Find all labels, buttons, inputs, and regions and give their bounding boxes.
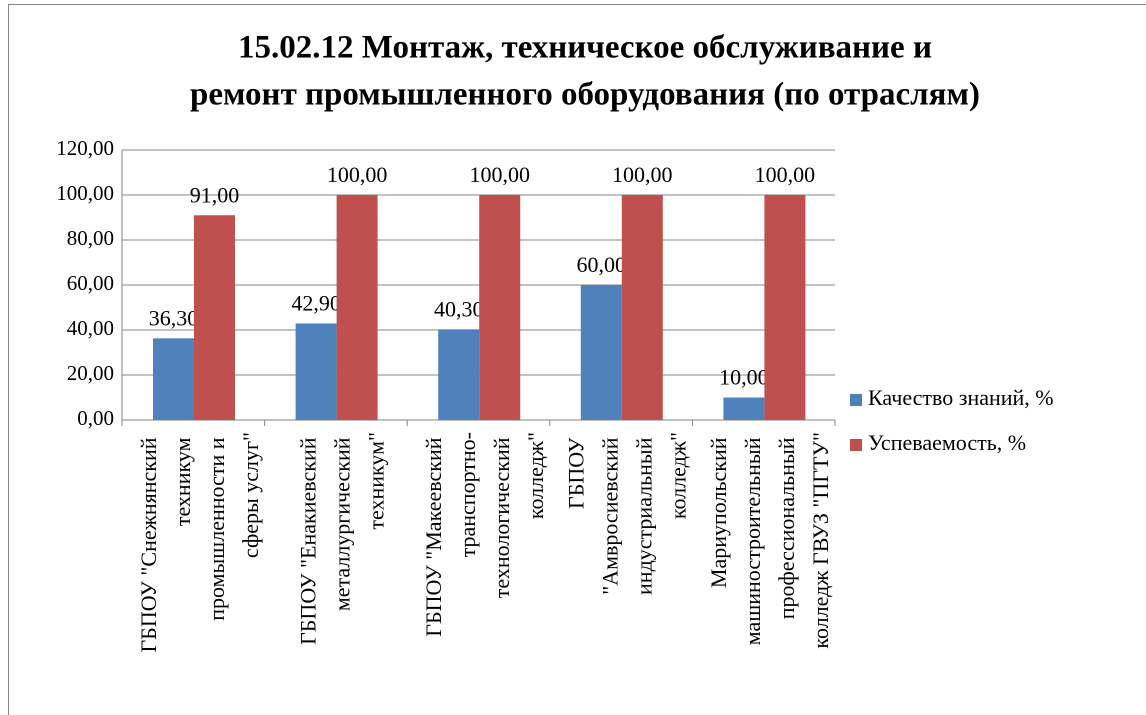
data-label: 100,00 — [327, 162, 388, 187]
data-label: 40,30 — [434, 296, 484, 321]
bar — [580, 285, 622, 420]
legend-label: Успеваемость, % — [868, 430, 1026, 455]
data-label: 100,00 — [469, 162, 530, 187]
data-label: 10,00 — [719, 365, 769, 390]
bar — [479, 195, 521, 420]
x-tick-label: ГБПОУ "Амвросиевский индустриальный колл… — [564, 432, 691, 595]
y-tick-label: 60,00 — [67, 271, 114, 295]
legend-label: Качество знаний, % — [868, 385, 1054, 410]
chart-border — [8, 4, 1146, 715]
legend-swatch — [850, 439, 862, 451]
data-label: 36,30 — [149, 305, 199, 330]
chart-title: 15.02.12 Монтаж, техническое обслуживани… — [238, 30, 932, 66]
data-label: 60,00 — [577, 252, 627, 277]
data-label: 100,00 — [755, 162, 816, 187]
data-label: 91,00 — [190, 182, 240, 207]
bar — [153, 338, 194, 420]
bar — [295, 323, 337, 420]
y-tick-label: 20,00 — [67, 361, 114, 385]
legend-swatch — [850, 394, 862, 406]
x-tick-label: ГБПОУ "Макеевский транспортно-технологич… — [421, 432, 548, 637]
y-tick-label: 0,00 — [77, 406, 114, 430]
y-tick-label: 100,00 — [56, 181, 114, 205]
bar — [764, 195, 806, 420]
chart-title: ремонт промышленного оборудования (по от… — [190, 77, 980, 113]
bar — [194, 215, 235, 420]
x-tick-label: ГБПОУ "Снежнянский техникум промышленнос… — [136, 432, 263, 653]
data-label: 100,00 — [612, 162, 673, 187]
bar — [621, 195, 663, 420]
x-tick-label: ГБПОУ "Енакиевский металлургический техн… — [295, 432, 388, 645]
bar — [723, 397, 765, 420]
y-tick-label: 40,00 — [67, 316, 114, 340]
bar — [438, 329, 480, 420]
data-label: 42,90 — [291, 291, 341, 316]
y-tick-label: 80,00 — [67, 226, 114, 250]
y-tick-label: 120,00 — [56, 136, 114, 160]
x-tick-label: Мариупольский машиностроительный професс… — [706, 432, 833, 649]
bar — [336, 195, 378, 420]
